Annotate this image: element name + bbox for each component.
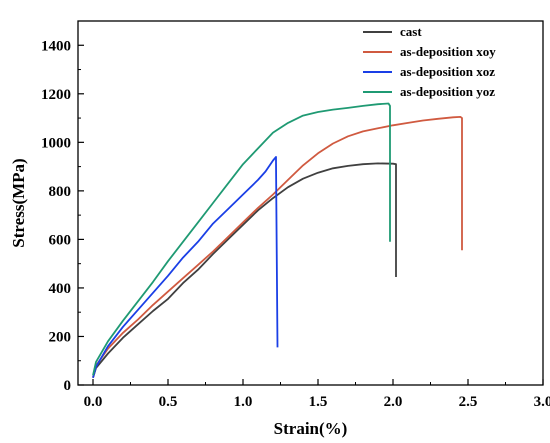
y-tick-label: 0 — [64, 378, 72, 394]
legend-label-1: as-deposition xoy — [400, 44, 496, 59]
legend-label-3: as-deposition yoz — [400, 84, 495, 99]
series-line-1 — [92, 116, 463, 378]
x-tick-label: 0.0 — [84, 394, 103, 410]
x-tick-label: 1.0 — [234, 394, 253, 410]
x-tick-label: 0.5 — [159, 394, 178, 410]
series-line-3 — [92, 102, 391, 376]
x-tick-label: 2.0 — [384, 394, 403, 410]
y-tick-label: 1400 — [41, 38, 71, 54]
series-line-2 — [92, 155, 279, 378]
x-tick-label: 1.5 — [309, 394, 328, 410]
y-tick-label: 600 — [49, 232, 72, 248]
x-tick-label: 2.5 — [459, 394, 478, 410]
y-tick-label: 1200 — [41, 87, 71, 103]
x-axis-title: Strain(%) — [274, 419, 348, 438]
y-axis-title: Stress(MPa) — [9, 158, 28, 247]
legend-label-0: cast — [400, 24, 422, 39]
legend-label-2: as-deposition xoz — [400, 64, 495, 79]
y-tick-label: 800 — [49, 184, 72, 200]
y-tick-label: 400 — [49, 281, 72, 297]
y-tick-label: 200 — [49, 329, 72, 345]
series-line-0 — [92, 162, 397, 378]
plot-frame — [77, 20, 544, 386]
y-tick-label: 1000 — [41, 135, 71, 151]
x-tick-label: 3.0 — [534, 394, 550, 410]
